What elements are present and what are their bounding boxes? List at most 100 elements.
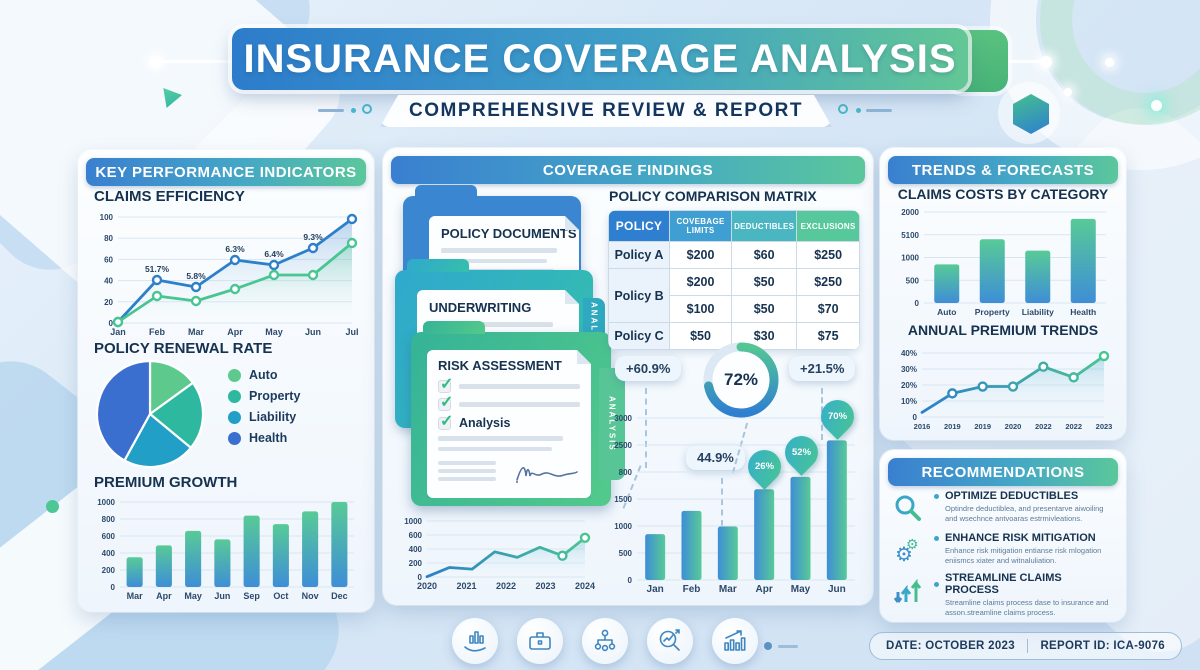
table-cell: $70	[796, 295, 860, 323]
x-tick: Dec	[331, 591, 348, 601]
recommendation-desc: Optindre deductiblea, and presentarve ai…	[945, 504, 1104, 523]
table-cell: $75	[796, 322, 860, 350]
subtitle-banner: COMPREHENSIVE REVIEW & REPORT	[380, 95, 832, 127]
y-tick: 200	[102, 566, 116, 575]
x-tick: 2022	[1065, 422, 1082, 431]
gauge-arc	[703, 342, 779, 418]
report-date: DATE: OCTOBER 2023	[885, 640, 1015, 652]
table-row: Policy A $200 $60 $250	[608, 241, 860, 269]
text-line	[429, 322, 553, 327]
main-title-banner: INSURANCE COVERAGE ANALYSIS	[232, 28, 968, 90]
bar-Dec	[331, 502, 348, 587]
data-point	[557, 550, 568, 561]
x-tick: Jun	[828, 584, 846, 595]
data-point	[151, 290, 163, 302]
coverage_gauge-svg	[703, 342, 779, 418]
bar-Apr	[155, 545, 172, 587]
data-point	[190, 281, 202, 293]
bar-Oct	[272, 524, 289, 587]
premium-growth-title: PREMIUM GROWTH	[94, 474, 238, 491]
x-tick: Sep	[243, 591, 260, 601]
annual-premium-title: ANNUAL PREMIUM TRENDS	[907, 322, 1099, 338]
matrix-title: POLICY COMPARISON MATRIX	[609, 188, 817, 204]
ring-decoration	[990, 0, 1200, 170]
table-cell: $50	[731, 295, 798, 323]
ring-dot-decoration	[362, 104, 372, 114]
glow-dot	[150, 56, 162, 68]
signature-icon	[514, 461, 580, 485]
y-tick: 600	[409, 531, 423, 540]
x-tick: 2022	[496, 581, 516, 591]
dashed-connector	[721, 478, 723, 526]
y-tick: 2500	[614, 441, 632, 450]
coverage-panel-header: COVERAGE FINDINGS	[391, 156, 865, 184]
recommendation-text: ENHANCE RISK MITIGATION Enhance risk mit…	[934, 532, 1118, 568]
y-tick: 0	[418, 573, 423, 582]
point-label: 51.7%	[145, 264, 170, 274]
magnifier-chart-icon	[647, 618, 693, 664]
badge-pill: +21.5%	[789, 356, 856, 381]
policy-comparison-table: POLICY COVEBAGE LIMITS DEDUCTIBLES EXCLUSIO…	[608, 210, 860, 350]
data-point	[1068, 372, 1079, 383]
data-point	[977, 381, 988, 392]
recommendation-text: OPTIMIZE DEDUCTIBLES Optindre deductible…	[934, 490, 1118, 526]
table-header-policy: POLICY	[608, 210, 670, 242]
kpi-panel-header: KEY PERFORMANCE INDICATORS	[86, 158, 366, 186]
legend-dot	[228, 389, 241, 403]
trends-panel-header: TRENDS & FORECASTS	[888, 156, 1118, 184]
legend-label: Liability	[249, 410, 297, 424]
report-id: REPORT ID: ICA-9076	[1040, 640, 1165, 652]
point-label: 6.4%	[264, 249, 284, 259]
policy-renewal-title: POLICY RENEWAL RATE	[94, 340, 273, 357]
bar-growth-icon	[712, 618, 758, 664]
x-tick: 2020	[1005, 422, 1022, 431]
y-tick: 500	[619, 549, 633, 558]
table-cell: $200	[668, 268, 733, 296]
y-tick: 200	[409, 559, 423, 568]
claims-efficiency-title: CLAIMS EFFICIENCY	[94, 188, 245, 205]
x-tick: 2023	[1096, 422, 1113, 431]
annual_premium-svg: 0 10% 20% 30% 40% 2016 2019 2019 2020 2022 2022 202…	[901, 349, 1113, 431]
analysis-check-label: Analysis	[459, 416, 511, 430]
x-tick: Health	[1070, 307, 1096, 317]
data-point	[346, 237, 358, 249]
text-line	[459, 402, 580, 407]
data-point	[1038, 361, 1049, 372]
y-tick: 10%	[901, 397, 917, 406]
check-row	[438, 398, 580, 411]
recommendation-item: OPTIMIZE DEDUCTIBLES Optindre deductible…	[890, 490, 1118, 526]
coverage-gauge: 72%	[701, 340, 781, 420]
x-tick: Oct	[273, 591, 288, 601]
legend-item-Health: Health	[228, 431, 300, 445]
y-tick: 1000	[97, 498, 115, 507]
x-tick: Apr	[756, 584, 773, 595]
y-tick: 1500	[614, 495, 632, 504]
table-header-deductibles: DEDUCTIBLES	[731, 210, 798, 242]
policy-table-wrap: POLICY COVEBAGE LIMITS DEDUCTIBLES EXCLUSIO…	[608, 210, 860, 350]
x-tick: 2020	[417, 581, 437, 591]
y-tick: 400	[102, 549, 116, 558]
y-tick: 1000	[901, 254, 919, 263]
bar-Sep	[243, 515, 260, 587]
data-point	[307, 242, 319, 254]
claims_costs-svg: 0 500 1000 5100 2000 Auto Property Liability Hea…	[901, 208, 1106, 317]
policy-name-cell: Policy B	[608, 268, 670, 323]
premium_growth-svg: 0 200 400 600 800 1000 Mar Apr May Jun Sep Oct Nov De…	[97, 498, 354, 601]
x-tick: Jan	[647, 584, 664, 595]
data-point	[268, 269, 280, 281]
badge-pill: 44.9%	[686, 445, 745, 470]
data-point	[307, 269, 319, 281]
glow-dot	[1105, 58, 1114, 67]
org-chart-icon	[582, 618, 628, 664]
y-tick: 3000	[614, 414, 632, 423]
bar-Liability	[1025, 250, 1051, 303]
table-cell: $250	[796, 241, 860, 269]
policy-name-cell: Policy A	[608, 241, 670, 269]
y-tick: 30%	[901, 365, 917, 374]
checkbox-checked-icon	[438, 398, 451, 411]
text-line	[438, 469, 496, 473]
legend-label: Health	[249, 431, 288, 445]
recommendation-item: STREAMLINE CLAIMS PROCESS Streamline cla…	[890, 572, 1118, 618]
text-line	[438, 447, 552, 452]
